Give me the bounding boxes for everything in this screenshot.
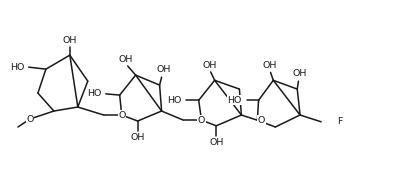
Text: OH: OH — [209, 138, 223, 148]
Text: HO: HO — [227, 96, 241, 105]
Text: O: O — [26, 115, 34, 124]
Text: OH: OH — [262, 61, 277, 70]
Text: HO: HO — [87, 89, 102, 98]
Text: OH: OH — [293, 69, 307, 78]
Text: HO: HO — [10, 63, 25, 72]
Text: OH: OH — [202, 61, 217, 70]
Text: OH: OH — [63, 36, 77, 45]
Text: HO: HO — [167, 96, 182, 105]
Text: OH: OH — [119, 55, 133, 64]
Text: O: O — [118, 111, 125, 119]
Text: O: O — [258, 116, 265, 125]
Text: OH: OH — [130, 133, 145, 142]
Text: OH: OH — [156, 65, 171, 74]
Text: O: O — [198, 116, 205, 125]
Text: F: F — [337, 117, 342, 126]
